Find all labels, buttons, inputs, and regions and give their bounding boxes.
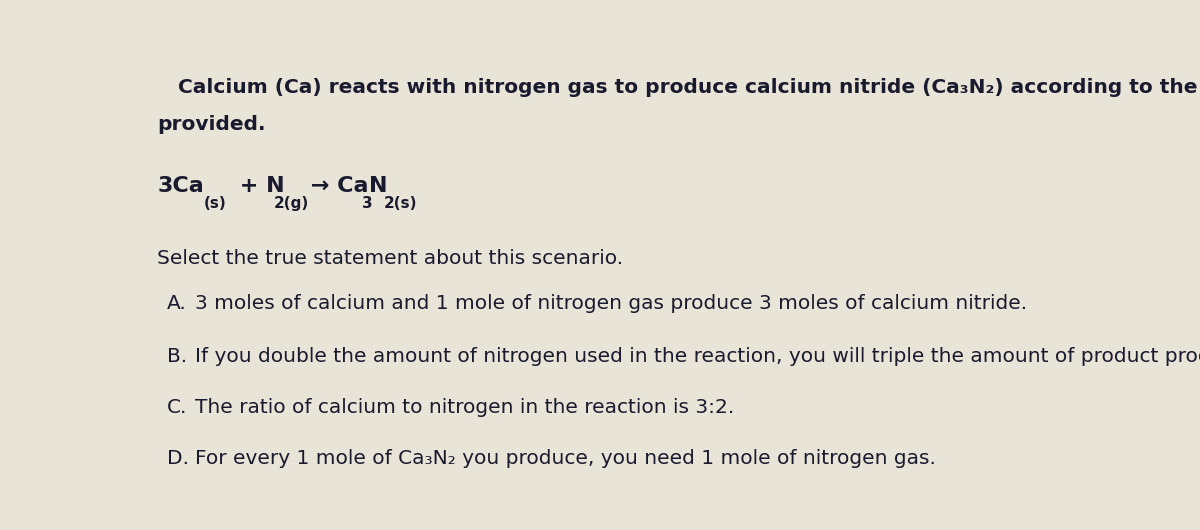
Text: D.: D. (167, 449, 188, 468)
Text: 3 moles of calcium and 1 mole of nitrogen gas produce 3 moles of calcium nitride: 3 moles of calcium and 1 mole of nitroge… (194, 294, 1027, 313)
Text: 3: 3 (362, 196, 373, 210)
Text: provided.: provided. (157, 114, 266, 134)
Text: N: N (370, 176, 388, 196)
Text: 2(g): 2(g) (274, 196, 308, 210)
Text: 3Ca: 3Ca (157, 176, 204, 196)
Text: A.: A. (167, 294, 186, 313)
Text: B.: B. (167, 347, 187, 366)
Text: If you double the amount of nitrogen used in the reaction, you will triple the a: If you double the amount of nitrogen use… (194, 347, 1200, 366)
Text: For every 1 mole of Ca₃N₂ you produce, you need 1 mole of nitrogen gas.: For every 1 mole of Ca₃N₂ you produce, y… (194, 449, 936, 468)
Text: 2(s): 2(s) (384, 196, 416, 210)
Text: + N: + N (232, 176, 284, 196)
Text: (s): (s) (204, 196, 227, 210)
Text: → Ca: → Ca (304, 176, 368, 196)
Text: Select the true statement about this scenario.: Select the true statement about this sce… (157, 249, 624, 268)
Text: C.: C. (167, 398, 187, 417)
Text: The ratio of calcium to nitrogen in the reaction is 3:2.: The ratio of calcium to nitrogen in the … (194, 398, 734, 417)
Text: Calcium (Ca) reacts with nitrogen gas to produce calcium nitride (Ca₃N₂) accordi: Calcium (Ca) reacts with nitrogen gas to… (157, 78, 1200, 97)
